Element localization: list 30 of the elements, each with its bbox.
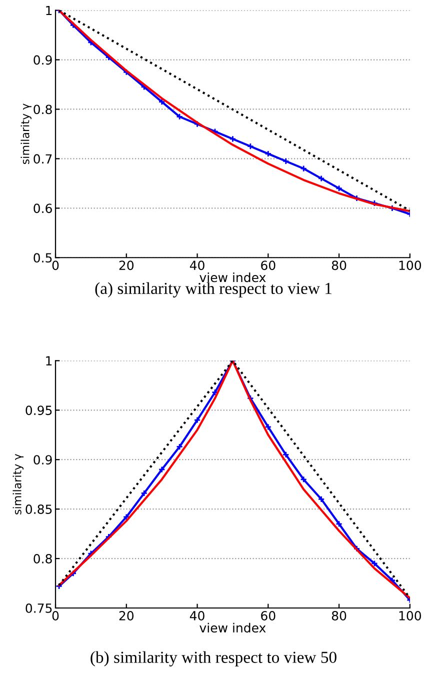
x-axis-title: view index xyxy=(200,272,266,282)
x-tick-label: 20 xyxy=(119,260,134,270)
x-tick-label: 0 xyxy=(52,260,59,270)
x-tick-label: 100 xyxy=(399,610,422,620)
y-tick-label: 0.9 xyxy=(34,55,52,65)
y-axis-title: similarity γ xyxy=(12,454,24,514)
y-axis-title: similarity γ xyxy=(20,104,32,164)
x-tick-label: 40 xyxy=(190,260,204,270)
y-tick-label: 0.7 xyxy=(34,154,52,164)
y-tick-label: 0.5 xyxy=(34,253,52,263)
x-tick-label: 100 xyxy=(399,260,422,270)
x-tick-label: 0 xyxy=(52,610,59,620)
y-tick-label: 0.75 xyxy=(26,603,52,613)
x-tick-label: 80 xyxy=(332,260,346,270)
y-tick-label: 0.8 xyxy=(34,554,52,564)
text: (b) similarity with respect to view 50 xyxy=(90,651,336,666)
y-tick-label: 0.95 xyxy=(26,406,52,416)
y-tick-label: 0.6 xyxy=(34,204,52,214)
x-tick-label: 40 xyxy=(190,610,204,620)
x-tick-label: 60 xyxy=(261,610,276,620)
x-tick-label: 20 xyxy=(119,610,134,620)
y-tick-label: 1 xyxy=(46,6,52,16)
y-tick-label: 0.8 xyxy=(34,104,52,114)
x-axis-title: view index xyxy=(200,622,266,633)
y-tick-label: 0.85 xyxy=(26,504,52,514)
y-tick-label: 1 xyxy=(46,356,52,366)
y-tick-label: 0.9 xyxy=(34,455,52,465)
x-tick-label: 80 xyxy=(332,610,346,620)
x-tick-label: 60 xyxy=(261,260,276,270)
text: (a) similarity with respect to view 1 xyxy=(95,282,332,298)
